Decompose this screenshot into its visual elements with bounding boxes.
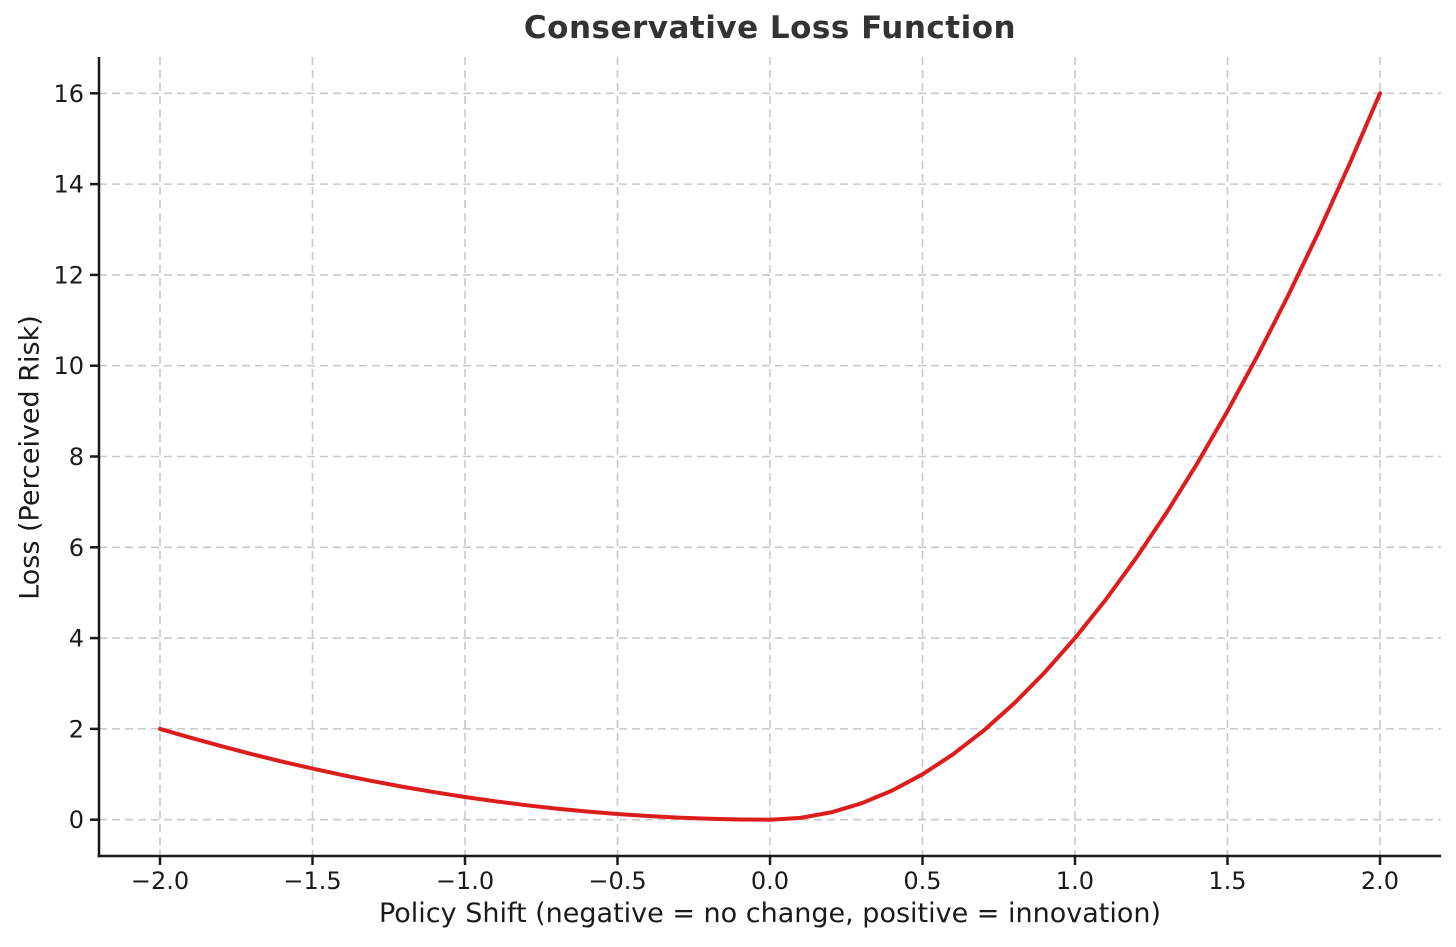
y-tick-label: 8: [69, 443, 84, 471]
x-tick-label: 1.5: [1208, 867, 1246, 895]
x-tick-label: 2.0: [1361, 867, 1399, 895]
loss-curve: [158, 91, 1382, 822]
x-tick-label: 0.5: [903, 867, 941, 895]
y-tick-label: 12: [53, 261, 84, 289]
chart-title: Conservative Loss Function: [523, 10, 1017, 46]
y-tick-label: 0: [69, 806, 84, 834]
x-tick-label: −2.0: [131, 867, 189, 895]
y-tick-label: 4: [69, 625, 84, 653]
y-tick-label: 10: [53, 352, 84, 380]
x-axis-label: Policy Shift (negative = no change, posi…: [378, 898, 1162, 929]
x-tick-label: −1.0: [436, 867, 494, 895]
y-tick-label: 14: [53, 171, 84, 199]
x-tick-label: 1.0: [1056, 867, 1094, 895]
y-tick-label: 2: [69, 715, 84, 743]
y-tick-label: 6: [69, 534, 84, 562]
x-tick-label: 0.0: [751, 867, 789, 895]
y-axis-label: Loss (Perceived Risk): [14, 315, 46, 600]
y-tick-label: 16: [53, 80, 84, 108]
x-tick-label: −1.5: [283, 867, 341, 895]
x-tick-label: −0.5: [588, 867, 646, 895]
